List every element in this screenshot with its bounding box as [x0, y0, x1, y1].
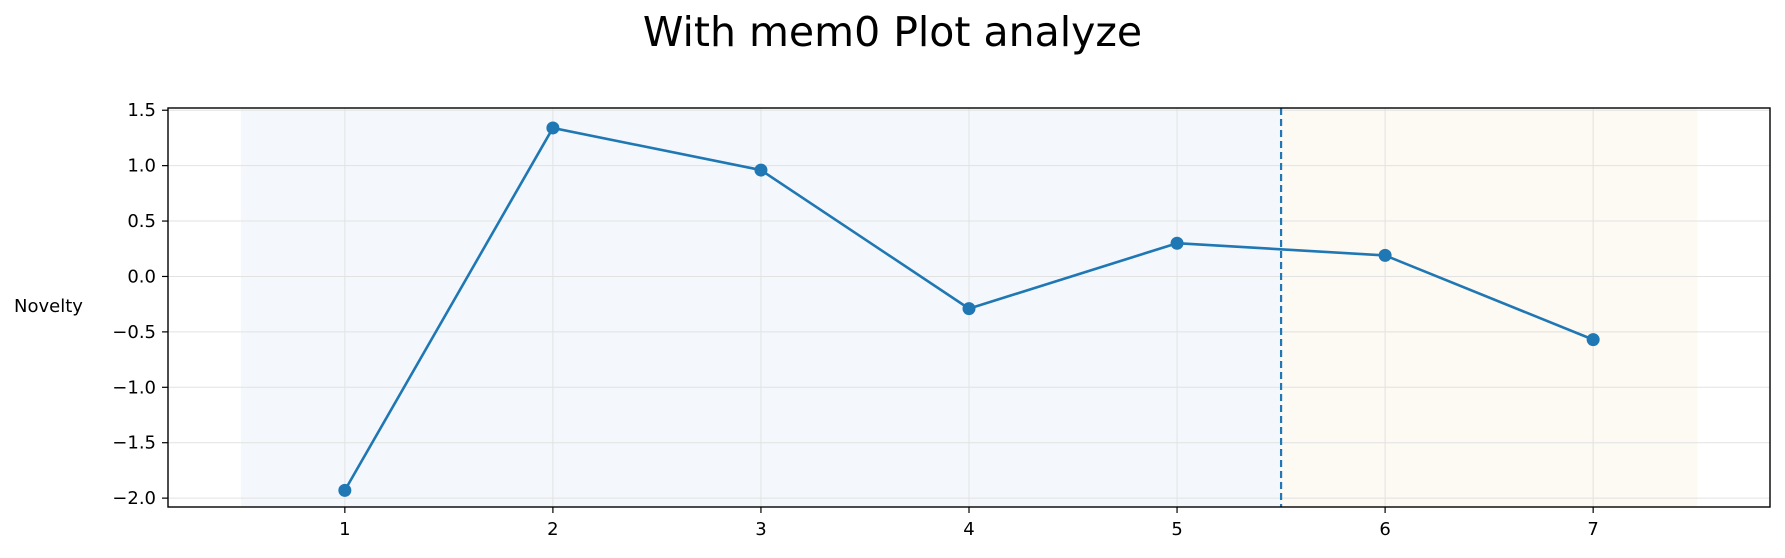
data-point-7 [1586, 333, 1600, 347]
data-point-4 [962, 302, 976, 316]
y-tick-label: −1.0 [112, 377, 156, 398]
data-point-5 [1170, 236, 1184, 250]
y-tick-label: 0.5 [127, 211, 156, 232]
y-tick-label: 0.0 [127, 266, 156, 287]
data-point-2 [546, 121, 560, 135]
x-tick-label: 7 [1587, 519, 1598, 540]
chart-title: With mem0 Plot analyze [642, 8, 1143, 56]
x-tick-label: 6 [1379, 519, 1390, 540]
data-point-3 [754, 163, 768, 177]
shaded-region-2 [1281, 108, 1698, 507]
x-tick-label: 5 [1171, 519, 1182, 540]
data-point-6 [1378, 248, 1392, 262]
x-tick-label: 3 [755, 519, 766, 540]
y-tick-label: −2.0 [112, 488, 156, 509]
x-tick-label: 2 [547, 519, 558, 540]
y-tick-label: −0.5 [112, 322, 156, 343]
x-tick-label: 1 [339, 519, 350, 540]
tick-group: 1 2 3 4 5 6 7 1.5 1.0 0.5 0.0 −0.5 −1.0 −1.5 −2.0 [112, 100, 1599, 540]
y-tick-label: 1.5 [127, 100, 156, 121]
y-tick-label: −1.5 [112, 433, 156, 454]
data-point-1 [338, 483, 352, 497]
series-group [338, 121, 1600, 497]
x-tick-label: 4 [963, 519, 974, 540]
y-tick-label: 1.0 [127, 156, 156, 177]
y-axis-label: Novelty [14, 296, 83, 317]
